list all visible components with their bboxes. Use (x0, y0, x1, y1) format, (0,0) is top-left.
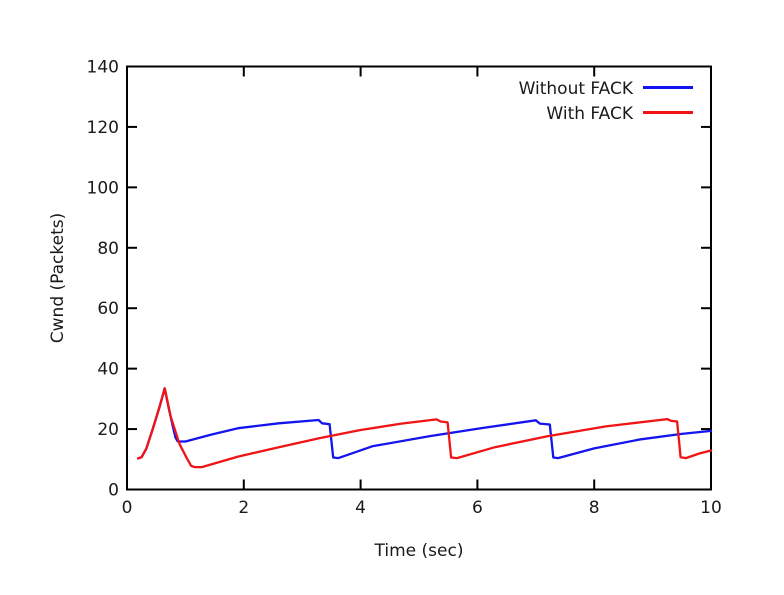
x-tick-label: 4 (355, 498, 366, 518)
y-tick-label: 80 (97, 239, 119, 259)
y-tick-label: 60 (97, 299, 119, 319)
y-tick-label: 20 (97, 420, 119, 440)
legend-label-without-fack: Without FACK (519, 79, 634, 99)
y-tick-label: 100 (87, 178, 119, 198)
legend-item-without-fack: Without FACK (519, 79, 693, 99)
x-tick-label: 2 (238, 498, 249, 518)
y-tick-label: 0 (108, 481, 119, 501)
series-line-with-fack (136, 387, 713, 469)
y-tick-label: 120 (87, 118, 119, 138)
axis-ticks (126, 65, 712, 491)
x-tick-label: 0 (122, 498, 133, 518)
legend-item-with-fack: With FACK (546, 104, 693, 124)
x-axis-label: Time (sec) (374, 541, 464, 561)
legend-label-with-fack: With FACK (546, 104, 633, 124)
x-tick-label: 8 (589, 498, 600, 518)
plot-frame (126, 65, 712, 491)
y-tick-label: 140 (87, 58, 119, 78)
data-series (136, 387, 713, 469)
y-axis-label: Cwnd (Packets) (48, 213, 68, 343)
x-tick-label: 10 (700, 498, 722, 518)
x-tick-label: 6 (472, 498, 483, 518)
y-tick-label: 40 (97, 360, 119, 380)
legend: Without FACK With FACK (519, 79, 693, 124)
